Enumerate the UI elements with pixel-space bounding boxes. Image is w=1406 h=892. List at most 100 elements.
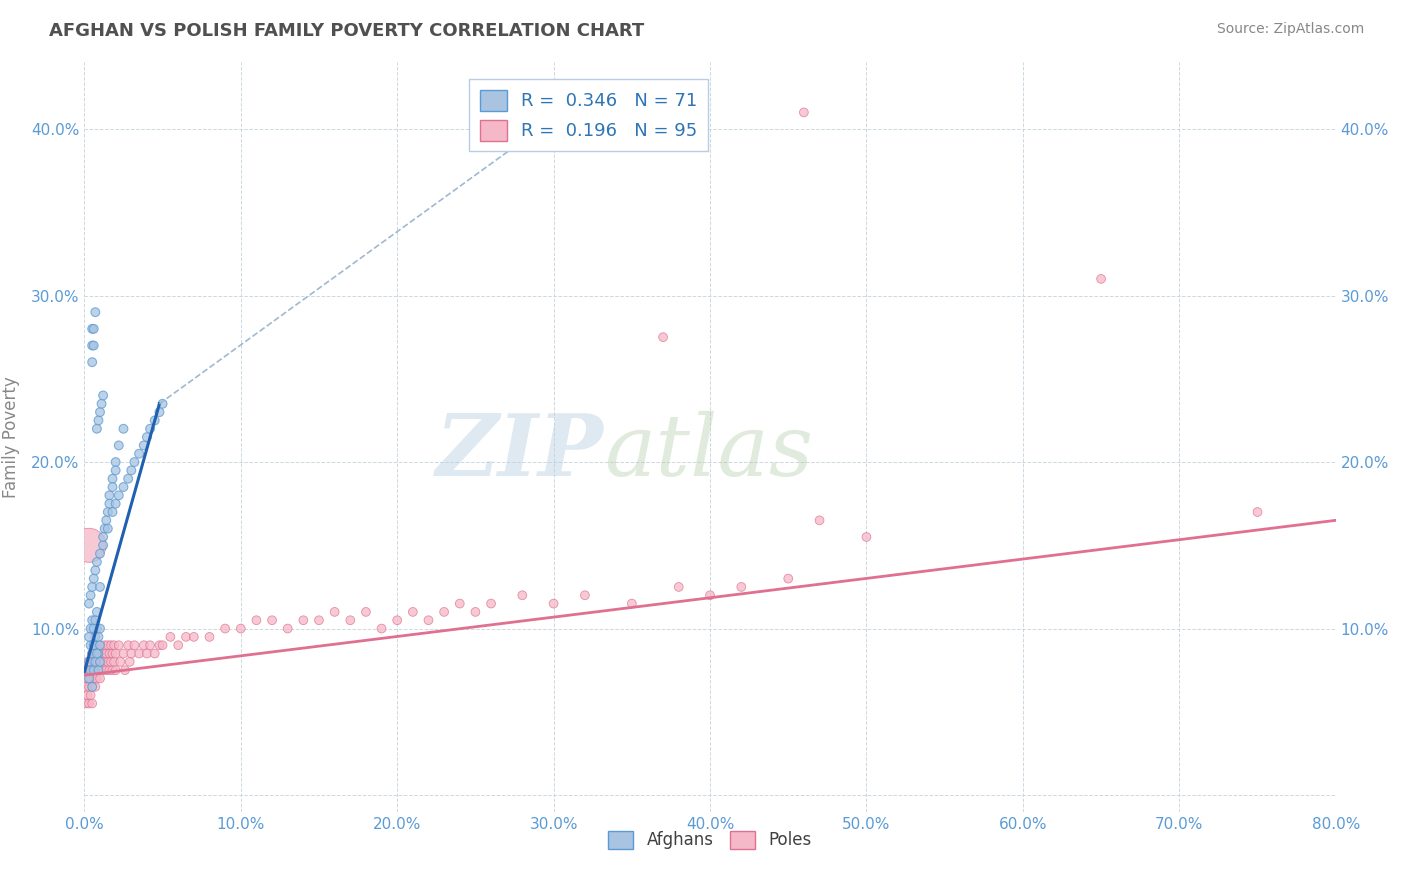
Point xyxy=(100,655,122,669)
Point xyxy=(433,605,456,619)
Text: atlas: atlas xyxy=(603,410,813,493)
Point xyxy=(90,655,112,669)
Point xyxy=(652,330,675,344)
Point xyxy=(97,505,120,519)
Point xyxy=(100,638,122,652)
Point xyxy=(91,538,114,552)
Point xyxy=(808,513,831,527)
Point xyxy=(620,597,643,611)
Point xyxy=(82,613,104,627)
Point xyxy=(82,647,104,661)
Point xyxy=(77,663,100,677)
Point xyxy=(86,622,108,636)
Point xyxy=(143,647,166,661)
Point xyxy=(86,422,108,436)
Point xyxy=(82,580,104,594)
Point xyxy=(855,530,877,544)
Point xyxy=(118,655,141,669)
Point xyxy=(110,655,132,669)
Point xyxy=(778,572,800,586)
Point xyxy=(89,580,111,594)
Point xyxy=(148,405,170,419)
Point xyxy=(84,655,107,669)
Point xyxy=(308,613,330,627)
Point xyxy=(136,647,159,661)
Point xyxy=(82,680,104,694)
Point xyxy=(76,688,98,702)
Point xyxy=(117,638,139,652)
Point xyxy=(77,630,100,644)
Point xyxy=(104,647,127,661)
Point xyxy=(77,655,100,669)
Point xyxy=(83,663,105,677)
Point xyxy=(86,647,108,661)
Point xyxy=(385,613,409,627)
Point xyxy=(91,647,114,661)
Point xyxy=(82,680,104,694)
Point xyxy=(104,663,127,677)
Text: Source: ZipAtlas.com: Source: ZipAtlas.com xyxy=(1216,22,1364,37)
Point xyxy=(128,447,150,461)
Text: AFGHAN VS POLISH FAMILY POVERTY CORRELATION CHART: AFGHAN VS POLISH FAMILY POVERTY CORRELAT… xyxy=(49,22,644,40)
Point xyxy=(101,663,124,677)
Point xyxy=(76,672,98,686)
Point xyxy=(89,655,111,669)
Point xyxy=(112,480,135,494)
Point xyxy=(214,622,236,636)
Point xyxy=(83,655,105,669)
Point xyxy=(323,605,346,619)
Point xyxy=(198,630,221,644)
Point xyxy=(104,463,127,477)
Point xyxy=(124,455,146,469)
Point xyxy=(132,638,155,652)
Point xyxy=(120,463,142,477)
Point xyxy=(112,647,135,661)
Point xyxy=(89,655,111,669)
Point xyxy=(83,322,105,336)
Point xyxy=(79,588,101,602)
Point xyxy=(139,638,162,652)
Point xyxy=(98,647,121,661)
Point xyxy=(103,655,125,669)
Point xyxy=(93,522,115,536)
Point xyxy=(84,563,107,577)
Point xyxy=(96,647,118,661)
Point xyxy=(87,663,110,677)
Point xyxy=(82,322,104,336)
Point xyxy=(103,638,125,652)
Point xyxy=(97,655,120,669)
Point xyxy=(79,622,101,636)
Point xyxy=(89,638,111,652)
Point xyxy=(84,647,107,661)
Point xyxy=(152,397,174,411)
Point xyxy=(79,655,101,669)
Point xyxy=(101,480,124,494)
Point xyxy=(76,655,98,669)
Point xyxy=(101,472,124,486)
Point xyxy=(87,647,110,661)
Point xyxy=(96,663,118,677)
Point xyxy=(89,405,111,419)
Point xyxy=(83,622,105,636)
Point xyxy=(98,663,121,677)
Point xyxy=(97,522,120,536)
Point xyxy=(82,647,104,661)
Point xyxy=(354,605,377,619)
Point xyxy=(152,638,174,652)
Point xyxy=(82,663,104,677)
Point xyxy=(87,663,110,677)
Point xyxy=(245,613,267,627)
Point xyxy=(574,588,596,602)
Point xyxy=(449,597,471,611)
Point xyxy=(143,413,166,427)
Point xyxy=(83,638,105,652)
Point xyxy=(339,613,361,627)
Point xyxy=(79,688,101,702)
Point xyxy=(128,647,150,661)
Point xyxy=(699,588,721,602)
Point xyxy=(77,538,100,552)
Point xyxy=(84,613,107,627)
Point xyxy=(104,497,127,511)
Point xyxy=(79,663,101,677)
Point xyxy=(148,638,170,652)
